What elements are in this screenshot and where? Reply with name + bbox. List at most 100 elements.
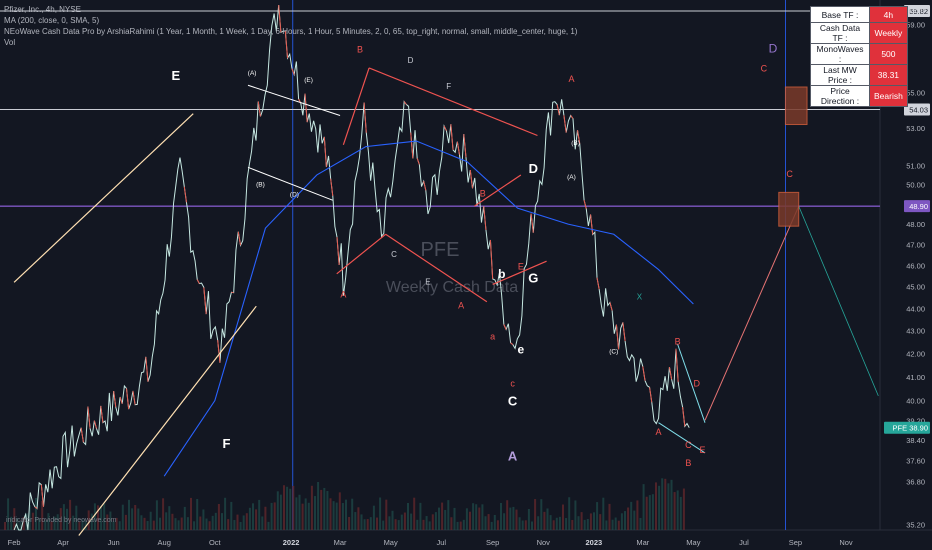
volume-bar [168,506,171,530]
volume-bar [500,502,502,530]
price-tick-label: 44.00 [906,304,925,313]
volume-bar [289,488,292,530]
price-down-segment [423,181,427,191]
volume-bar [431,514,434,530]
channel-line [658,422,706,454]
volume-bar [407,503,409,530]
volume-bar [655,482,657,530]
volume-bar [403,512,406,530]
price-down-segment [530,213,534,233]
volume-bar [227,519,230,530]
wave-label: D [769,42,778,56]
volume-bar [267,521,270,530]
price-down-segment [682,407,686,427]
info-table: Base TF :4h Cash Data TF : Weekly MonoWav… [810,6,908,107]
volume-bar [667,483,670,530]
volume-bar [354,512,357,530]
price-down-segment [463,134,467,158]
volume-bar [186,517,189,530]
price-down-segment [450,124,454,150]
time-tick-label: Nov [537,538,551,547]
price-down-segment [183,186,187,203]
price-level-tag-label: PFE 38.90 [893,424,928,433]
price-down-segment [483,206,487,230]
price-tick-label: 41.00 [906,373,925,382]
volume-bar [255,509,258,530]
volume-bar [524,520,527,530]
price-down-segment [510,342,514,345]
price-down-segment [34,506,38,510]
wave-label: (B) [256,182,265,189]
volume-bar [366,519,369,530]
volume-bar [245,513,248,530]
channel-line [368,67,538,137]
volume-bar [611,519,614,530]
volume-bar [50,521,53,530]
volume-bar [165,512,168,530]
time-tick-label: Sep [789,538,802,547]
table-row: MonoWaves :500 [810,43,908,65]
price-down-segment [203,287,207,315]
volume-bar [301,503,304,530]
volume-bar [586,519,589,530]
volume-bar [264,506,267,530]
volume-bar [645,496,648,530]
symbol-title[interactable]: Pfizer, Inc., 4h, NYSE [4,5,81,14]
price-down-segment [196,279,200,284]
volume-bar [323,487,326,530]
volume-bar [596,502,599,530]
volume-bar [360,514,363,530]
table-value: Weekly [869,22,908,44]
volume-bar [580,512,583,530]
volume-bar [527,509,530,530]
volume-bar [351,498,354,530]
volume-bar [134,505,137,530]
volume-bar [624,511,626,530]
volume-bar [307,502,310,530]
wave-label: c [510,378,515,388]
price-down-segment [119,396,123,404]
volume-bar [335,502,338,530]
volume-bar [273,502,276,530]
volume-bar [614,517,617,530]
volume-bar [242,515,245,530]
volume-bar [317,481,320,530]
price-series-line [13,5,690,531]
volume-label[interactable]: Vol [4,38,16,47]
wave-label: D [408,56,414,65]
wave-label: B [685,458,691,468]
volume-bar [462,519,465,530]
volume-bar [605,520,608,530]
price-tick-label: 59.00 [906,20,925,29]
time-tick-label: Jun [108,538,120,547]
price-down-segment [80,427,84,443]
volume-bar [602,497,605,530]
volume-bar [75,505,78,530]
time-tick-label: Jul [436,538,446,547]
wave-label: b [498,267,505,281]
volume-bar [577,516,580,530]
volume-bar [599,514,602,530]
time-axis-panel [0,530,932,550]
price-down-segment [278,5,282,33]
volume-bar [4,522,6,530]
volume-bar [676,490,679,530]
volume-bar [171,513,174,530]
volume-bar [658,485,661,530]
volume-bar [90,513,93,530]
time-tick-label: Mar [334,538,347,547]
volume-bar [589,513,592,530]
price-down-segment [132,390,136,405]
neowave-indicator-label[interactable]: NEoWave Cash Data Pro by ArshiaRahimi (1… [4,27,578,36]
volume-bar [13,508,16,530]
volume-bar [574,500,577,530]
volume-bar [434,512,437,530]
volume-bar [180,517,183,530]
price-down-segment [416,158,420,165]
volume-bar [481,504,484,530]
volume-bar [283,485,285,530]
volume-bar [44,520,47,530]
price-down-segment [556,104,560,116]
ma-indicator-label[interactable]: MA (200, close, 0, SMA, 5) [4,16,100,25]
